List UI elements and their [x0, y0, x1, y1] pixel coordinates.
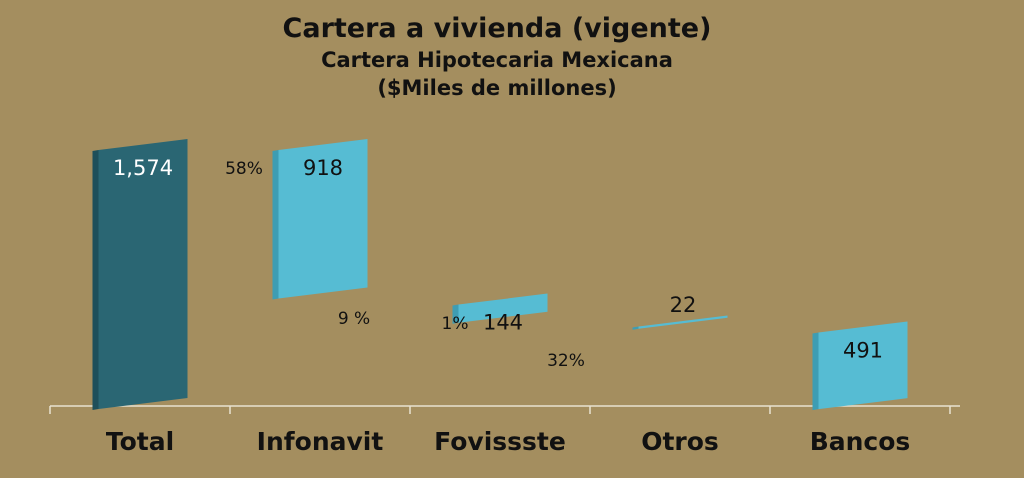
value-label: 918	[303, 156, 343, 180]
bar-total	[92, 139, 188, 410]
bar-face	[278, 139, 368, 299]
bar-fovissste	[452, 293, 548, 324]
bar-side	[632, 326, 639, 330]
bar-face	[818, 321, 908, 410]
bar-otros	[632, 315, 728, 330]
category-labels: Total Infonavit Fovissste Otros Bancos	[106, 427, 910, 456]
x-axis-ticks	[49, 406, 951, 414]
bar-infonavit	[272, 139, 368, 300]
percent-labels: 58% 9 % 1% 32%	[225, 159, 585, 371]
chart-unit-label: ($Miles de millones)	[377, 76, 617, 100]
bar-face	[458, 293, 548, 323]
chart-titles: Cartera a vivienda (vigente) Cartera Hip…	[0, 12, 994, 102]
category-label: Otros	[641, 427, 719, 456]
chart-title: Cartera a vivienda (vigente)	[282, 13, 712, 44]
bar-face	[638, 315, 728, 329]
percent-label: 1%	[442, 314, 469, 334]
percent-label: 9 %	[338, 309, 370, 329]
category-label: Total	[106, 427, 174, 456]
bar-side	[452, 304, 459, 324]
category-label: Bancos	[810, 427, 911, 456]
bars	[92, 139, 908, 411]
value-label: 144	[483, 311, 523, 335]
bar-side	[92, 150, 99, 410]
value-label: 491	[843, 339, 883, 363]
bar-side	[272, 150, 279, 300]
value-labels: 1,574 918 144 22 491	[113, 156, 883, 363]
percent-label: 58%	[225, 159, 263, 179]
value-label: 1,574	[113, 156, 173, 180]
value-label: 22	[670, 293, 697, 317]
category-label: Fovissste	[434, 427, 566, 456]
bar-side	[812, 332, 819, 411]
percent-label: 32%	[547, 351, 585, 371]
chart-subtitle: Cartera Hipotecaria Mexicana	[321, 48, 673, 72]
category-label: Infonavit	[257, 427, 384, 456]
bar-bancos	[812, 321, 908, 411]
bar-face	[98, 139, 188, 409]
